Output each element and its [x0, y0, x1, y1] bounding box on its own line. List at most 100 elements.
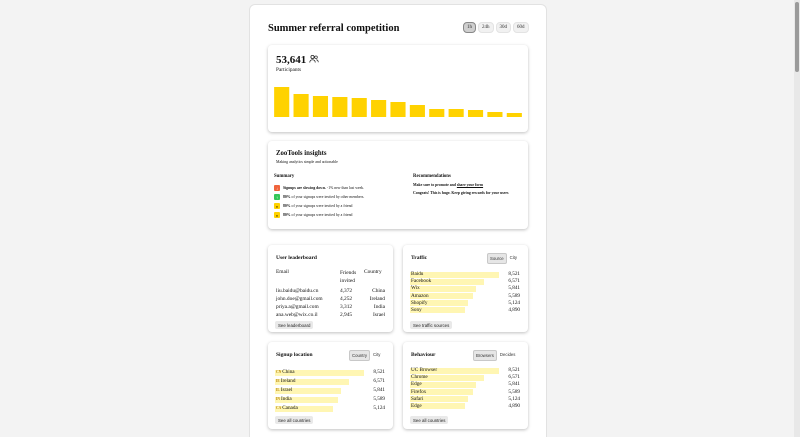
signup-location-card: Signup location Country City CNChina 8,52…	[268, 342, 393, 429]
bar-list-row[interactable]: Sony 4,890	[410, 307, 520, 314]
bar-list-row[interactable]: Baidu 8,521	[410, 271, 520, 278]
see-all-countries-button[interactable]: See all countries	[275, 416, 314, 424]
location-list: CNChina 8,521 IEIreland 6,571 ILIsrael 5,841 I…	[275, 369, 385, 414]
bar-fill	[410, 381, 476, 388]
dashboard-page: Summer referral competition 1h 24h 30d 6…	[249, 4, 547, 437]
summary-item: ● 80% of your signups were invited by a f…	[274, 203, 353, 209]
country-flag-icon: IL	[276, 388, 280, 392]
leaderboard-header-country: Country	[364, 269, 382, 275]
page-scrollbar[interactable]	[794, 0, 800, 437]
range-1h[interactable]: 1h	[463, 22, 476, 33]
summary-item: ● 80% of your signups were invited by a f…	[274, 212, 353, 218]
see-traffic-sources-button[interactable]: See traffic sources	[410, 321, 453, 329]
summary-title: Summary	[274, 174, 295, 179]
recommendation-1: Make sure to promote and share your form	[413, 183, 484, 187]
bar-list-row[interactable]: CNChina 8,521	[275, 369, 385, 378]
country-flag-icon: IE	[276, 379, 280, 383]
toggle-country[interactable]: Country	[349, 350, 371, 361]
bar-list-row[interactable]: Edge 5,841	[410, 381, 520, 388]
behaviour-toggle: Browsers Decides	[473, 350, 517, 361]
leaderboard-header-invited: Friends invited	[340, 270, 357, 284]
time-range-selector: 1h 24h 30d 60d	[463, 22, 529, 33]
page-title: Summer referral competition	[268, 23, 400, 34]
bar-fill	[410, 278, 484, 285]
bar-label: UC Browser	[411, 367, 438, 373]
leaderboard-cell-invited: 4,252	[340, 296, 353, 302]
arrow-down-icon: ↓	[274, 185, 280, 191]
bar-fill	[410, 307, 466, 314]
bar-value: 5,124	[508, 395, 520, 402]
bar-list-row[interactable]: Wix 5,841	[410, 285, 520, 292]
participants-count: 53,641	[276, 54, 307, 66]
participants-bar	[409, 105, 425, 117]
participants-bar	[429, 109, 445, 117]
bar-list-row[interactable]: CACanada 5,124	[275, 405, 385, 414]
leaderboard-cell-email: ana.web@wix.co.il	[276, 312, 318, 318]
toggle-devices[interactable]: Decides	[499, 352, 516, 357]
leaderboard-cell-email: priya.a@gmail.com	[276, 304, 319, 310]
bar-fill	[410, 293, 474, 300]
bar-value: 4,890	[508, 306, 520, 313]
participants-bar	[351, 98, 367, 117]
leaderboard-cell-country: China	[372, 288, 385, 294]
bar-fill	[275, 387, 341, 394]
bar-label: Edge	[411, 381, 422, 388]
bar-label: Baidu	[411, 271, 424, 277]
leaderboard-cell-country: Israel	[373, 312, 385, 318]
participants-bar	[332, 97, 348, 117]
bar-fill	[275, 369, 365, 376]
bar-list-row[interactable]: Shopify 5,124	[410, 300, 520, 307]
bar-list-row[interactable]: IEIreland 6,571	[275, 378, 385, 387]
bar-list-row[interactable]: Firefox 5,589	[410, 389, 520, 396]
bar-fill	[410, 271, 500, 278]
bar-fill	[410, 389, 474, 396]
traffic-card: Traffic Source City Baidu 8,521 Facebook 6,…	[403, 245, 528, 332]
signup-location-title: Signup location	[276, 352, 313, 358]
traffic-toggle: Source City	[487, 253, 519, 264]
participants-bar	[293, 94, 309, 117]
bar-list-row[interactable]: Edge 4,890	[410, 403, 520, 410]
summary-item: ↑ 80% of your signups were invited by oth…	[274, 194, 365, 200]
insights-card: ZooTools insights Making analytics simpl…	[268, 141, 528, 229]
scrollbar-thumb[interactable]	[795, 2, 799, 72]
bar-list-row[interactable]: Safari 5,124	[410, 396, 520, 403]
see-leaderboard-button[interactable]: See leaderboard	[275, 321, 314, 329]
bar-fill	[275, 378, 349, 385]
bar-label: Sony	[411, 306, 422, 313]
leaderboard-cell-invited: 2,945	[340, 312, 353, 318]
bar-value: 6,571	[508, 374, 520, 381]
range-60d[interactable]: 60d	[513, 22, 529, 33]
participants-label: Participants	[276, 67, 302, 73]
range-24h[interactable]: 24h	[478, 22, 494, 33]
leaderboard-cell-email: john.doe@gmail.com	[276, 296, 323, 302]
behaviour-card: Behaviour Browsers Decides UC Browser 8,5…	[403, 342, 528, 429]
leaderboard-title: User leaderboard	[276, 255, 317, 261]
bar-label: Chrome	[411, 374, 428, 381]
insights-title: ZooTools insights	[276, 150, 327, 157]
bar-list-row[interactable]: Facebook 6,571	[410, 278, 520, 285]
bar-value: 6,571	[508, 278, 520, 285]
toggle-city[interactable]: City	[373, 352, 381, 357]
see-all-countries-button[interactable]: See all countries	[410, 416, 449, 424]
bar-list-row[interactable]: UC Browser 8,521	[410, 367, 520, 374]
country-flag-icon: CA	[276, 406, 282, 410]
toggle-source[interactable]: Source	[487, 253, 507, 264]
bar-list-row[interactable]: Chrome 6,571	[410, 374, 520, 381]
toggle-browsers[interactable]: Browsers	[473, 350, 497, 361]
bar-list-row[interactable]: INIndia 5,589	[275, 396, 385, 405]
bar-value: 5,841	[373, 387, 385, 393]
leaderboard-cell-invited: 3,312	[340, 304, 353, 310]
bulb-icon: ●	[274, 212, 280, 218]
bar-label: ILIsrael	[276, 387, 293, 393]
share-form-link[interactable]: share your form	[456, 183, 484, 187]
bar-value: 8,521	[373, 369, 385, 375]
toggle-city[interactable]: City	[509, 255, 518, 260]
range-30d[interactable]: 30d	[495, 22, 511, 33]
bar-label: IEIreland	[276, 378, 296, 384]
bar-list-row[interactable]: ILIsrael 5,841	[275, 387, 385, 396]
bar-label: INIndia	[276, 396, 292, 402]
bar-list-row[interactable]: Amazon 5,589	[410, 293, 520, 300]
participants-bar	[371, 100, 387, 117]
bar-fill	[410, 300, 468, 307]
bar-fill	[275, 396, 339, 403]
